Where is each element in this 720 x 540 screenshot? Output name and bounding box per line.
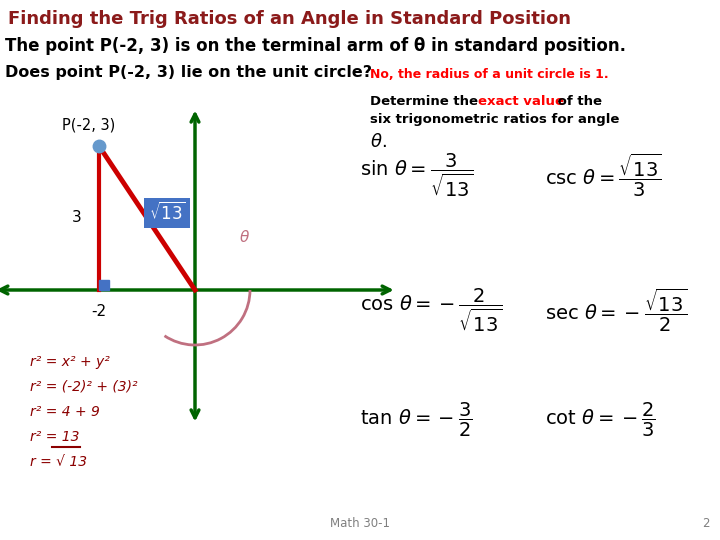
Text: Finding the Trig Ratios of an Angle in Standard Position: Finding the Trig Ratios of an Angle in S… <box>8 10 571 28</box>
Text: r² = 13: r² = 13 <box>30 430 79 444</box>
Text: The point P(-2, 3) is on the terminal arm of θ in standard position.: The point P(-2, 3) is on the terminal ar… <box>5 37 626 55</box>
Text: exact value: exact value <box>478 95 564 108</box>
Text: six trigonometric ratios for angle: six trigonometric ratios for angle <box>370 113 619 126</box>
Text: $\sin\,\theta = \dfrac{3}{\sqrt{13}}$: $\sin\,\theta = \dfrac{3}{\sqrt{13}}$ <box>360 151 473 199</box>
Text: r = √ 13: r = √ 13 <box>30 455 87 469</box>
Text: $\sec\,\theta = -\dfrac{\sqrt{13}}{2}$: $\sec\,\theta = -\dfrac{\sqrt{13}}{2}$ <box>545 286 687 334</box>
Text: $\csc\,\theta = \dfrac{\sqrt{13}}{3}$: $\csc\,\theta = \dfrac{\sqrt{13}}{3}$ <box>545 151 662 199</box>
Text: 3: 3 <box>72 211 82 226</box>
Text: -2: -2 <box>91 304 107 319</box>
Text: Determine the: Determine the <box>370 95 482 108</box>
Text: 2: 2 <box>703 517 710 530</box>
Text: r² = (-2)² + (3)²: r² = (-2)² + (3)² <box>30 380 138 394</box>
Text: $\sqrt{13}$: $\sqrt{13}$ <box>148 202 186 224</box>
Polygon shape <box>99 280 109 290</box>
Text: P(-2, 3): P(-2, 3) <box>63 117 116 132</box>
Text: $\cot\,\theta = -\dfrac{2}{3}$: $\cot\,\theta = -\dfrac{2}{3}$ <box>545 401 656 439</box>
Text: Math 30-1: Math 30-1 <box>330 517 390 530</box>
Text: r² = x² + y²: r² = x² + y² <box>30 355 110 369</box>
Text: $\tan\,\theta = -\dfrac{3}{2}$: $\tan\,\theta = -\dfrac{3}{2}$ <box>360 401 472 439</box>
Text: $\cos\,\theta = -\dfrac{2}{\sqrt{13}}$: $\cos\,\theta = -\dfrac{2}{\sqrt{13}}$ <box>360 286 502 334</box>
Text: $\theta$: $\theta$ <box>240 229 251 245</box>
Text: $\theta.$: $\theta.$ <box>370 133 387 151</box>
Text: No, the radius of a unit circle is 1.: No, the radius of a unit circle is 1. <box>370 68 608 81</box>
Text: Does point P(-2, 3) lie on the unit circle?: Does point P(-2, 3) lie on the unit circ… <box>5 65 372 80</box>
Text: r² = 4 + 9: r² = 4 + 9 <box>30 405 100 419</box>
Text: of the: of the <box>553 95 602 108</box>
